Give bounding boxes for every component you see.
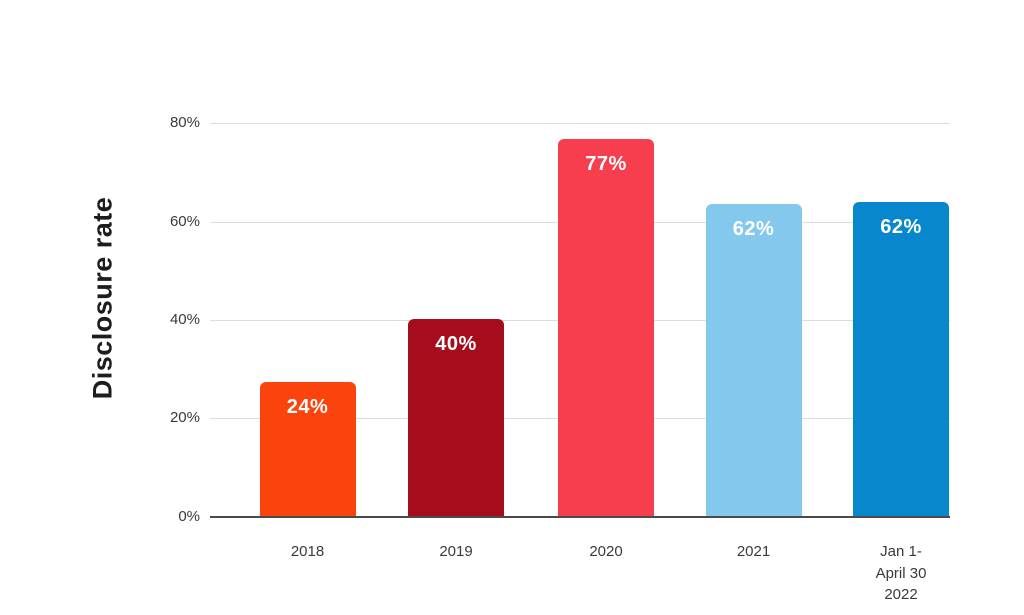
bar-value-label: 24% [286,396,329,418]
x-tick-2022-range: Jan 1- April 30 2022 [875,543,927,603]
bar-value-label: 77% [585,153,627,175]
gridline-80 [210,123,950,124]
y-tick-20: 20% [169,409,200,426]
y-tick-80: 80% [169,114,200,131]
bar-value-label: 40% [435,333,477,355]
bar-2020: 77% [558,139,654,516]
bar-value-label: 62% [732,218,775,240]
y-axis-title: Disclosure rate [87,196,118,400]
x-axis-line [210,516,950,518]
bar-value-label: 62% [880,216,922,238]
bar-2018: 24% [259,382,356,516]
y-tick-0: 0% [178,508,200,525]
x-tick-2019: 2019 [439,543,473,560]
y-tick-60: 60% [169,213,200,230]
x-tick-2020: 2020 [589,543,623,560]
y-tick-40: 40% [169,311,200,328]
x-tick-2021: 2021 [736,543,771,560]
x-tick-2018: 2018 [290,543,325,560]
bar-2022: 62% [853,202,949,516]
bar-2019: 40% [408,319,504,516]
bar-2021: 62% [705,204,802,516]
